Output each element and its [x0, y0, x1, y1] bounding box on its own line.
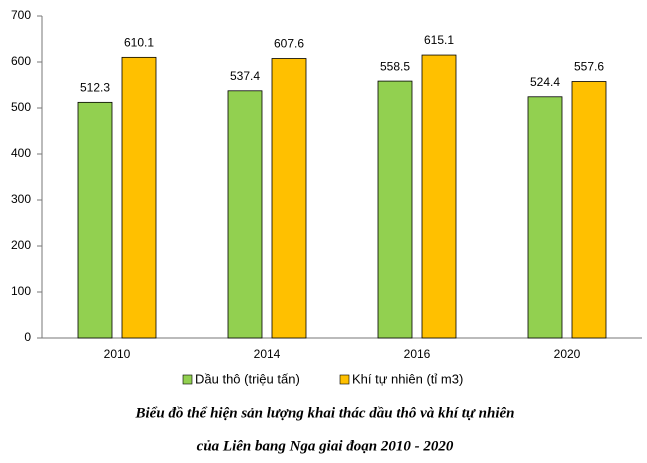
y-tick-label: 400	[11, 146, 31, 160]
y-tick-label: 600	[11, 54, 31, 68]
bar	[77, 101, 113, 339]
y-tick-label: 200	[11, 238, 31, 252]
value-label: 537.4	[230, 69, 260, 83]
value-label: 610.1	[124, 36, 154, 50]
legend-label: Dầu thô (triệu tấn)	[195, 371, 300, 386]
chart-title: Biểu đồ thể hiện sản lượng khai thác dầu…	[134, 405, 514, 421]
value-label: 512.3	[80, 81, 110, 95]
x-tick-label: 2020	[554, 347, 581, 361]
y-tick-label: 100	[11, 284, 31, 298]
bar	[377, 80, 413, 339]
value-label: 607.6	[274, 37, 304, 51]
bar	[121, 56, 157, 339]
x-tick-label: 2010	[104, 347, 131, 361]
bar	[227, 90, 263, 339]
legend-swatch	[182, 374, 193, 385]
bar	[271, 58, 307, 339]
y-tick-label: 700	[11, 8, 31, 22]
bar	[571, 81, 607, 339]
bar	[421, 54, 457, 339]
y-tick-label: 0	[24, 330, 31, 344]
value-label: 557.6	[574, 60, 604, 74]
value-label: 524.4	[530, 75, 560, 89]
legend-swatch	[339, 374, 350, 385]
value-label: 615.1	[424, 33, 454, 47]
value-label: 558.5	[380, 59, 410, 73]
x-tick-label: 2016	[404, 347, 431, 361]
legend-label: Khí tự nhiên (tỉ m3)	[352, 371, 463, 386]
chart-title: của Liên bang Nga giai đoạn 2010 - 2020	[197, 438, 454, 454]
x-tick-label: 2014	[254, 347, 281, 361]
y-tick-label: 500	[11, 100, 31, 114]
bar	[527, 96, 563, 339]
y-tick-label: 300	[11, 192, 31, 206]
